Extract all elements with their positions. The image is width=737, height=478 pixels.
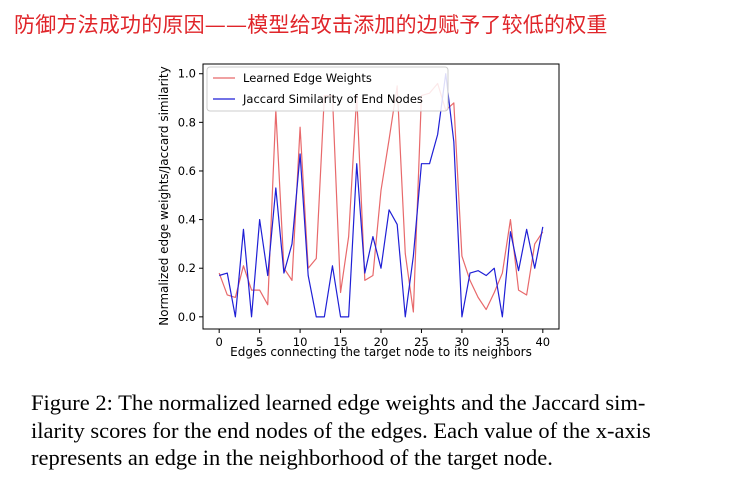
x-tick-label: 40 — [535, 335, 550, 349]
legend-label-jaccard: Jaccard Similarity of End Nodes — [242, 92, 423, 106]
x-axis-label: Edges connecting the target node to its … — [230, 345, 532, 359]
y-tick-label: 0.0 — [178, 310, 196, 324]
x-tick-label: 20 — [374, 335, 389, 349]
legend: Learned Edge Weights Jaccard Similarity … — [206, 66, 449, 112]
y-axis-ticks: 0.0 0.2 0.4 0.6 0.8 1.0 — [178, 67, 203, 324]
caption-line-1: Figure 2: The normalized learned edge we… — [31, 390, 646, 415]
x-tick-label: 25 — [414, 335, 429, 349]
line-chart: 0 5 10 15 20 25 30 35 40 0.0 0.2 0.4 0.6 0.8 1.0 Edge… — [157, 63, 560, 359]
y-axis-label: Normalized edge weights/Jaccard similari… — [157, 66, 171, 325]
x-tick-label: 15 — [333, 335, 348, 349]
x-tick-label: 5 — [256, 335, 263, 349]
x-tick-label: 30 — [455, 335, 470, 349]
slide-headline: 防御方法成功的原因——模型给攻击添加的边赋予了较低的权重 — [14, 13, 608, 37]
series-line-1 — [219, 73, 544, 318]
legend-box — [206, 66, 449, 112]
y-tick-label: 0.4 — [178, 213, 196, 227]
y-tick-label: 1.0 — [178, 67, 196, 81]
y-tick-label: 0.8 — [178, 115, 196, 129]
series-line-0 — [218, 82, 544, 313]
plot-lines — [218, 73, 544, 318]
x-tick-label: 35 — [495, 335, 510, 349]
figure-caption: Figure 2: The normalized learned edge we… — [31, 389, 721, 472]
legend-label-learned: Learned Edge Weights — [243, 71, 372, 85]
y-tick-label: 0.2 — [178, 261, 196, 275]
caption-line-2: ilarity scores for the end nodes of the … — [31, 417, 651, 443]
caption-line-3: represents an edge in the neighborhood o… — [31, 445, 553, 470]
x-tick-label: 10 — [293, 335, 308, 349]
x-axis-ticks: 0 5 10 15 20 25 30 35 40 — [216, 329, 550, 349]
x-tick-label: 0 — [216, 335, 223, 349]
y-tick-label: 0.6 — [178, 164, 196, 178]
